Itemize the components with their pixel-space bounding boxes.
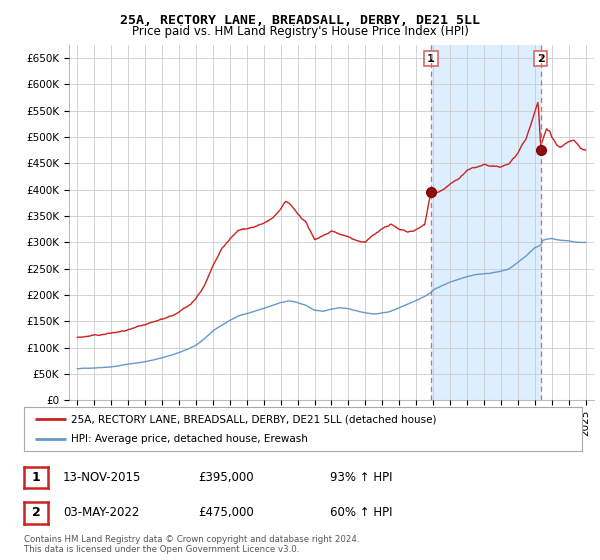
Text: 1: 1 [427, 54, 435, 64]
Text: 2: 2 [537, 54, 545, 64]
Text: 13-NOV-2015: 13-NOV-2015 [63, 470, 142, 484]
Text: 2: 2 [32, 506, 40, 520]
Text: 25A, RECTORY LANE, BREADSALL, DERBY, DE21 5LL: 25A, RECTORY LANE, BREADSALL, DERBY, DE2… [120, 14, 480, 27]
Text: HPI: Average price, detached house, Erewash: HPI: Average price, detached house, Erew… [71, 434, 308, 444]
Text: £475,000: £475,000 [198, 506, 254, 519]
Bar [431, 45, 541, 400]
Text: Price paid vs. HM Land Registry's House Price Index (HPI): Price paid vs. HM Land Registry's House … [131, 25, 469, 38]
Text: Contains HM Land Registry data © Crown copyright and database right 2024.
This d: Contains HM Land Registry data © Crown c… [24, 535, 359, 554]
Text: 60% ↑ HPI: 60% ↑ HPI [330, 506, 392, 519]
Text: 03-MAY-2022: 03-MAY-2022 [63, 506, 139, 519]
Text: 93% ↑ HPI: 93% ↑ HPI [330, 470, 392, 484]
Text: 25A, RECTORY LANE, BREADSALL, DERBY, DE21 5LL (detached house): 25A, RECTORY LANE, BREADSALL, DERBY, DE2… [71, 414, 437, 424]
Text: £395,000: £395,000 [198, 470, 254, 484]
Text: 1: 1 [32, 471, 40, 484]
